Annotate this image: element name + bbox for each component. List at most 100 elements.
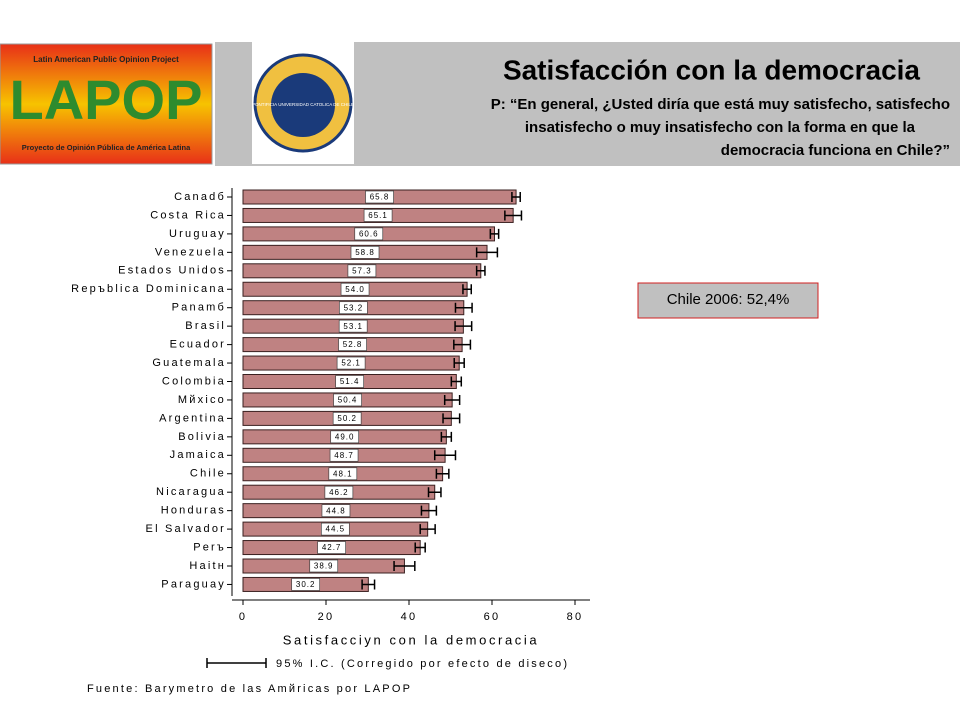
- x-tick-label: 80: [567, 611, 584, 623]
- value-label-box: [335, 375, 365, 388]
- x-tick-label: 20: [318, 611, 335, 623]
- error-bar: [475, 247, 499, 258]
- y-tick-label: Estados Unidos: [118, 265, 226, 277]
- value-label-box: [338, 319, 368, 333]
- value-label-box: [339, 301, 368, 315]
- error-bar: [454, 302, 473, 313]
- error-bar: [462, 284, 472, 295]
- error-bar: [489, 228, 500, 239]
- logo-top: Latin American Public Opinion Project: [33, 55, 179, 64]
- y-tick-label: Costa Rica: [150, 209, 226, 221]
- y-tick-label: Nicaragua: [156, 486, 226, 498]
- value-label: 46.2: [329, 488, 349, 497]
- error-bar: [453, 339, 472, 350]
- error-bar: [453, 358, 465, 369]
- value-label: 49.0: [335, 432, 355, 441]
- value-label: 65.8: [370, 193, 390, 202]
- error-bar: [511, 192, 521, 202]
- value-label-box: [332, 412, 362, 425]
- value-label: 60.6: [359, 230, 379, 239]
- value-label-box: [363, 209, 393, 222]
- source: Fuente: Barymetro de las Amйricas por LA…: [87, 683, 412, 695]
- value-label: 54.0: [345, 285, 365, 294]
- value-label: 50.2: [337, 414, 357, 423]
- value-label: 50.4: [338, 396, 358, 405]
- value-label-box: [329, 448, 359, 462]
- y-tick-label: Colombia: [162, 375, 226, 387]
- error-bar: [442, 413, 461, 424]
- logo-bottom: Proyecto de Opinión Pública de América L…: [22, 143, 191, 152]
- value-label: 42.7: [322, 543, 342, 552]
- x-tick-label: 40: [401, 611, 418, 623]
- x-tick-label: 0: [239, 611, 247, 623]
- question-line: insatisfecho o muy insatisfecho con la f…: [525, 119, 916, 136]
- value-label: 52.8: [343, 340, 363, 349]
- value-label: 51.4: [340, 377, 360, 386]
- y-tick-label: Bolivia: [178, 431, 226, 443]
- value-label-box: [333, 393, 362, 407]
- title: Satisfacción con la democracia: [503, 54, 920, 85]
- y-tick-label: Honduras: [161, 505, 226, 517]
- error-bar: [440, 431, 453, 442]
- y-tick-label: Paraguay: [161, 578, 226, 590]
- value-label-box: [321, 504, 351, 517]
- error-bar: [433, 450, 457, 461]
- value-label-box: [350, 246, 380, 259]
- y-tick-label: Uruguay: [169, 228, 226, 240]
- y-tick-label: Canadб: [174, 191, 226, 203]
- value-label: 53.1: [343, 322, 363, 331]
- y-tick-label: Jamaica: [170, 449, 226, 461]
- value-label-box: [340, 282, 370, 296]
- value-label: 30.2: [296, 580, 316, 589]
- value-label: 57.3: [352, 266, 372, 275]
- value-label: 65.1: [368, 211, 388, 220]
- value-label: 48.7: [334, 451, 354, 460]
- y-tick-label: Argentina: [159, 412, 226, 424]
- y-tick-label: El Salvador: [146, 523, 226, 535]
- x-tick-label: 60: [484, 611, 501, 623]
- error-bar: [427, 487, 442, 498]
- error-bar: [414, 542, 426, 553]
- seal-inner: [271, 73, 335, 137]
- error-bar: [420, 505, 438, 516]
- logo-name: LAPOP: [10, 68, 203, 131]
- value-label-box: [338, 338, 367, 351]
- y-tick-label: Brasil: [185, 320, 226, 332]
- value-label: 38.9: [314, 562, 334, 571]
- callout: Chile 2006: 52,4%: [667, 291, 790, 308]
- legend-label: 95% I.C. (Corregido por efecto de diseco…: [276, 658, 569, 670]
- value-label: 44.5: [326, 525, 346, 534]
- y-tick-label: Guatemala: [152, 357, 226, 369]
- y-tick-label: Panamб: [172, 302, 226, 314]
- error-bar: [475, 265, 486, 276]
- value-label: 53.2: [344, 303, 364, 312]
- error-bar: [361, 579, 376, 590]
- error-bar: [454, 321, 473, 332]
- legend-symbol: [206, 658, 267, 668]
- value-label: 52.1: [341, 359, 361, 368]
- error-bar: [419, 524, 436, 535]
- value-label-box: [328, 467, 358, 481]
- value-label-box: [354, 227, 384, 241]
- y-tick-label: Ecuador: [170, 339, 226, 351]
- error-bar: [450, 376, 463, 387]
- y-tick-label: Mйxico: [178, 394, 226, 406]
- error-bar: [393, 561, 416, 571]
- value-label-box: [317, 541, 346, 554]
- question-line: democracia funciona en Chile?”: [721, 142, 950, 159]
- value-label-box: [291, 578, 321, 591]
- y-tick-label: Chile: [190, 468, 226, 480]
- value-label: 48.1: [333, 469, 353, 478]
- value-label: 44.8: [326, 506, 346, 515]
- value-label-box: [336, 356, 366, 370]
- y-tick-label: Repъblica Dominicana: [71, 283, 226, 295]
- lapop-logo: [0, 43, 213, 165]
- question-line: P: “En general, ¿Usted diría que está mu…: [491, 96, 950, 113]
- value-label-box: [365, 190, 394, 204]
- value-label-box: [330, 430, 360, 444]
- error-bar: [435, 468, 450, 479]
- seal-text: PONTIFICIA UNIVERSIDAD CATOLICA DE CHILE: [252, 102, 354, 107]
- value-label: 58.8: [355, 248, 375, 257]
- y-tick-label: Haitн: [189, 560, 226, 572]
